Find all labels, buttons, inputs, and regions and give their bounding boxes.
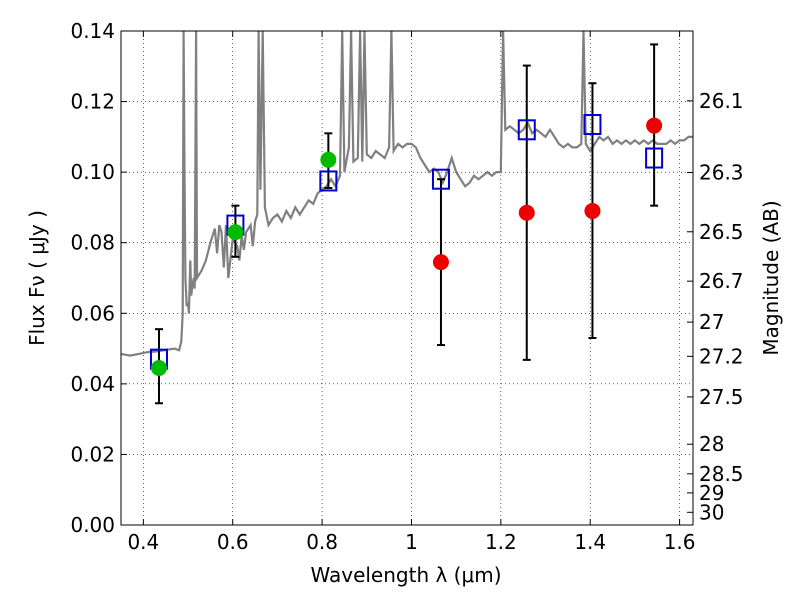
model-sed-line — [121, 31, 693, 357]
y-tick-label: 0.04 — [70, 372, 115, 396]
magnitude-tick-label: 27.5 — [699, 385, 744, 409]
magnitude-tick-label: 29 — [699, 481, 724, 505]
chart-series — [121, 31, 693, 405]
model-band-marker — [517, 119, 536, 141]
magnitude-tick-label: 26.7 — [699, 269, 744, 293]
x-tick-label: 0.8 — [306, 530, 338, 554]
magnitude-tick-label: 26.1 — [699, 89, 744, 113]
x-tick-label: 1.6 — [664, 530, 696, 554]
magnitude-tick-label: 26.3 — [699, 160, 744, 184]
plot-frame — [120, 30, 694, 526]
observed-flux-point — [646, 117, 663, 134]
magnitude-tick-label: 28 — [699, 432, 724, 456]
observed-flux-point — [432, 254, 449, 271]
magnitude-tick-label: 27 — [699, 310, 724, 334]
x-tick-label: 0.6 — [217, 530, 249, 554]
magnitude-tick-label: 30 — [699, 500, 724, 524]
magnitude-tick-label: 28.5 — [699, 462, 744, 486]
y-tick-label: 0.12 — [70, 90, 115, 114]
magnitude-tick-label: 27.2 — [699, 344, 744, 368]
y-tick-label: 0.08 — [70, 231, 115, 255]
model-band-marker — [583, 114, 602, 136]
observed-flux-point — [518, 204, 535, 221]
grid-lines — [121, 30, 693, 526]
x-tick-label: 1 — [405, 530, 418, 554]
y-tick-label: 0.14 — [70, 19, 115, 43]
x-tick-label: 1.2 — [485, 530, 517, 554]
axis-ticks: 0.4 0.6 0.8 1 1.2 1.4 1.6 0.00 0.02 0.04 0.06 0.08 0… — [70, 19, 743, 554]
magnitude-tick-label: 26.5 — [699, 220, 744, 244]
y-tick-label: 0.10 — [70, 160, 115, 184]
y-tick-label: 0.00 — [70, 513, 115, 537]
observed-flux-point — [584, 202, 601, 219]
model-band-marker — [431, 168, 450, 190]
y-tick-label: 0.06 — [70, 301, 115, 325]
observed-flux-point — [320, 151, 337, 168]
x-tick-label: 1.4 — [574, 530, 606, 554]
right-axis-label: Magnitude (AB) — [759, 200, 783, 355]
model-band-marker — [645, 147, 664, 169]
x-axis-label: Wavelength λ (μm) — [310, 563, 501, 587]
y-tick-label: 0.02 — [70, 442, 115, 466]
observed-flux-point — [150, 359, 167, 376]
model-band-marker — [319, 170, 338, 192]
y-axis-label: Flux Fν ( μJy ) — [25, 210, 49, 346]
observed-flux-point — [227, 224, 244, 241]
x-tick-label: 0.4 — [127, 530, 159, 554]
